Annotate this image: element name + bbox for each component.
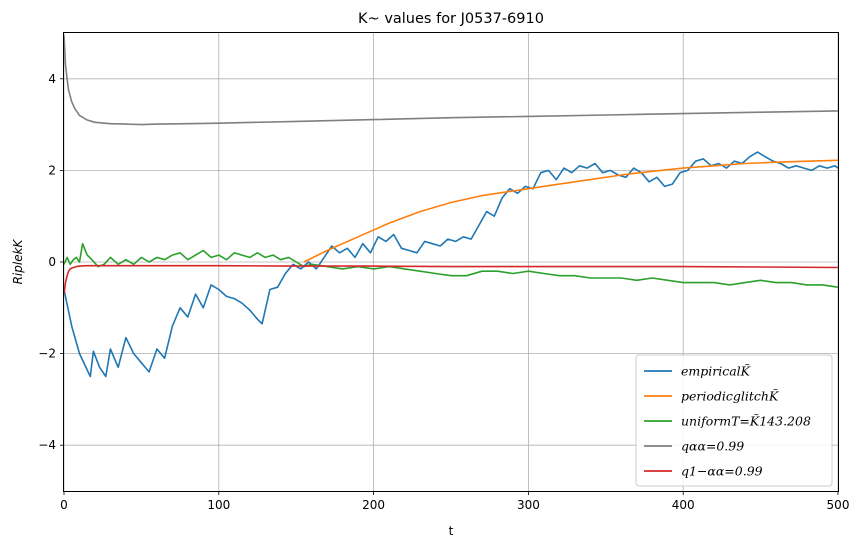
x-tick-label: 300 <box>517 498 540 512</box>
series-layer <box>64 35 838 378</box>
legend-label-3: uniformT=K̃143.208 <box>681 413 811 428</box>
y-tick-label: 0 <box>48 255 56 269</box>
y-tick-label: 2 <box>48 163 56 177</box>
y-axis-label: RiplekK <box>11 238 25 284</box>
y-tick-label: −2 <box>38 347 56 361</box>
y-tick-label: 4 <box>48 72 56 86</box>
series-line-3 <box>64 242 838 288</box>
y-tick-label: −4 <box>38 438 56 452</box>
x-tick-label: 400 <box>672 498 695 512</box>
x-tick-label: 500 <box>827 498 850 512</box>
series-line-2 <box>303 159 838 263</box>
x-axis-label: t <box>449 524 454 538</box>
x-axis: 0 100 200 300 400 500 <box>60 491 849 512</box>
legend-label-1: empiricalK̃ <box>681 363 751 378</box>
x-tick-label: 200 <box>362 498 385 512</box>
legend: empiricalK̃ periodicglitchK̃ uniformT=K̃14… <box>635 354 833 487</box>
x-tick-label: 0 <box>60 498 68 512</box>
series-line-4 <box>64 35 838 126</box>
x-tick-label: 100 <box>207 498 230 512</box>
legend-box <box>635 354 833 487</box>
legend-label-2: periodicglitchK̃ <box>681 388 779 403</box>
legend-label-5: q1−αα=0.99 <box>681 464 763 479</box>
series-line-5 <box>64 264 838 295</box>
legend-label-4: qαα=0.99 <box>681 439 744 454</box>
y-axis: −4 −2 0 2 4 <box>38 72 64 452</box>
chart-title: K~ values for J0537-6910 <box>358 11 544 27</box>
